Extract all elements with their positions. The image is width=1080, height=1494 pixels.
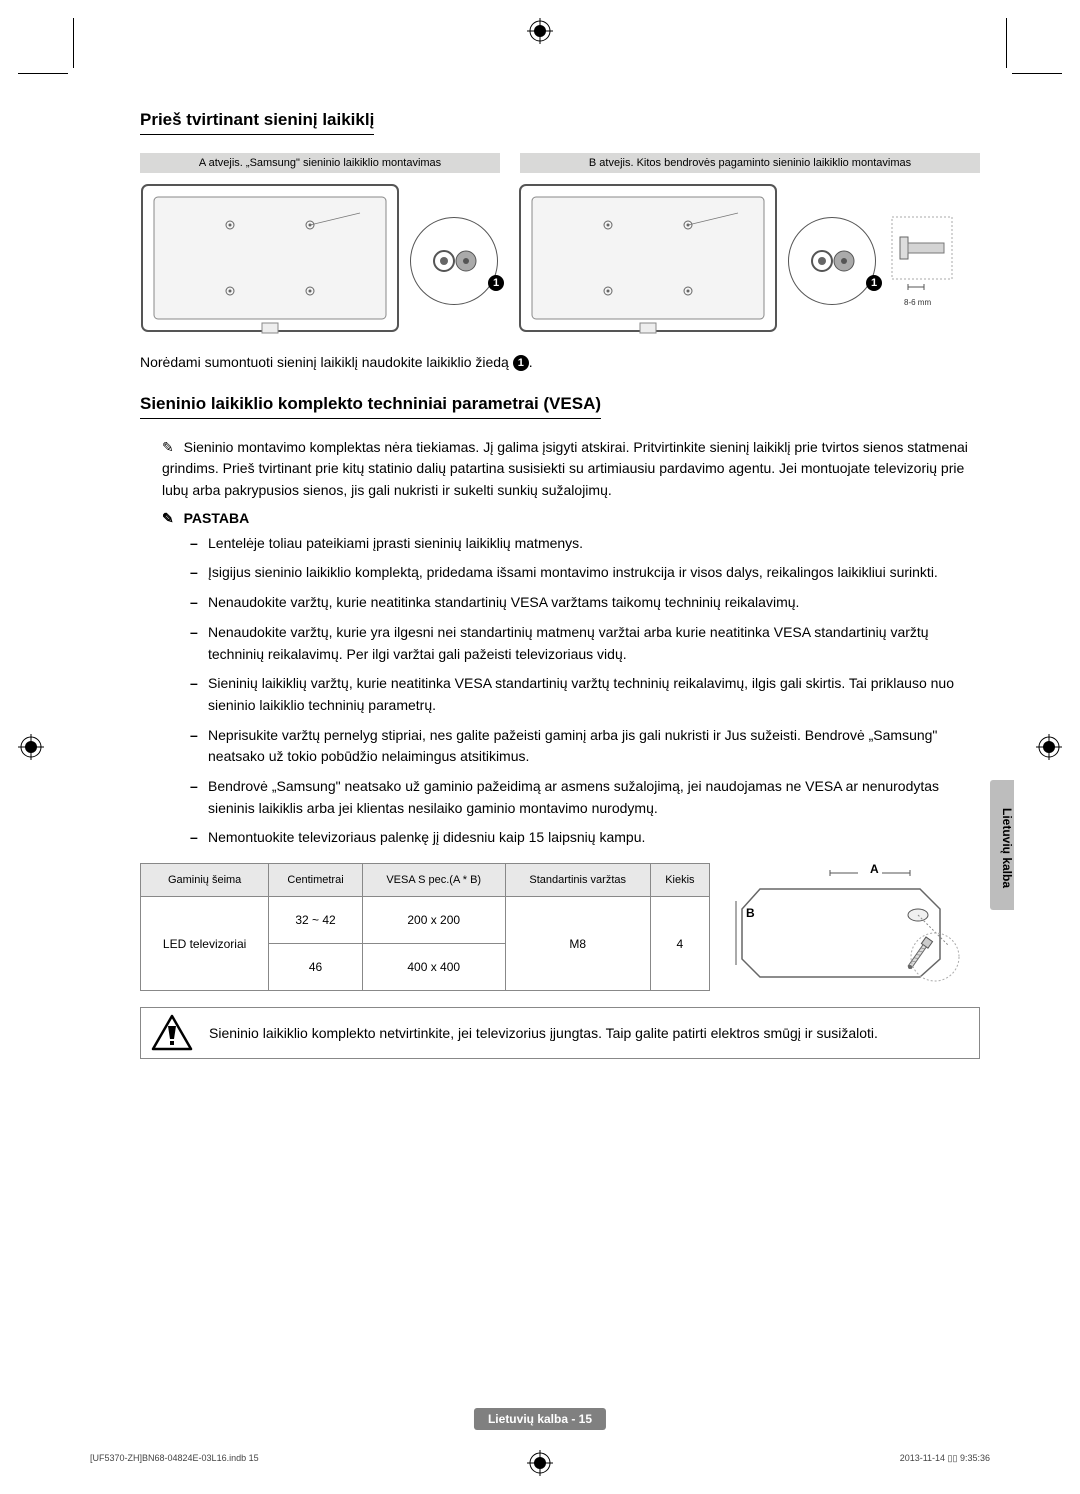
case-header-row: A atvejis. „Samsung" sieninio laikiklio … [140, 153, 980, 173]
badge-1-a: 1 [488, 275, 504, 291]
svg-text:A: A [870, 862, 879, 876]
page-content: Prieš tvirtinant sieninį laikiklį A atve… [0, 0, 1080, 1119]
heading-before-mount: Prieš tvirtinant sieninį laikiklį [140, 110, 374, 135]
th-family: Gaminių šeima [141, 864, 269, 897]
under-diagram-text: Norėdami sumontuoti sieninį laikiklį nau… [140, 352, 980, 374]
th-cm: Centimetrai [269, 864, 363, 897]
warning-icon [151, 1014, 193, 1052]
spec-table-row: Gaminių šeima Centimetrai VESA S pec.(A … [140, 857, 980, 991]
th-qty: Kiekis [650, 864, 709, 897]
cell-vesa: 400 x 400 [362, 944, 505, 991]
list-item: Nemontuokite televizoriaus palenkę jį di… [190, 827, 980, 849]
cell-screw: M8 [505, 897, 650, 991]
zoom-circle-b [788, 217, 876, 305]
list-item: Nenaudokite varžtų, kurie yra ilgesni ne… [190, 622, 980, 665]
notes-list: Lentelėje toliau pateikiami įprasti sien… [140, 533, 980, 849]
print-left: [UF5370-ZH]BN68-04824E-03L16.indb 15 [90, 1453, 259, 1464]
tv-diagram-b [518, 183, 778, 338]
cell-cm: 32 ~ 42 [269, 897, 363, 944]
mounting-diagrams: 1 [140, 183, 980, 338]
bracket-dim-label: 8-6 mm [904, 298, 931, 307]
svg-text:B: B [746, 906, 755, 920]
screw-bracket-diagram: 8-6 mm [886, 215, 958, 307]
badge-1-b: 1 [866, 275, 882, 291]
print-footer: [UF5370-ZH]BN68-04824E-03L16.indb 15 201… [90, 1453, 990, 1464]
list-item: Neprisukite varžtų pernelyg stipriai, ne… [190, 725, 980, 768]
list-item: Lentelėje toliau pateikiami įprasti sien… [190, 533, 980, 555]
pastaba-heading: PASTABA [140, 510, 980, 527]
cell-qty: 4 [650, 897, 709, 991]
list-item: Bendrovė „Samsung" neatsako už gaminio p… [190, 776, 980, 819]
pastaba-label: PASTABA [184, 510, 250, 526]
th-screw: Standartinis varžtas [505, 864, 650, 897]
bolt-illustration: A B [730, 859, 960, 989]
under-diagram-copy: Norėdami sumontuoti sieninį laikiklį nau… [140, 354, 509, 370]
main-note-text: Sieninio montavimo komplektas nėra tieki… [162, 439, 968, 498]
list-item: Nenaudokite varžtų, kurie neatitinka sta… [190, 592, 980, 614]
tv-diagram-a [140, 183, 400, 338]
vesa-spec-table: Gaminių šeima Centimetrai VESA S pec.(A … [140, 863, 710, 991]
table-row: LED televizoriai 32 ~ 42 200 x 200 M8 4 [141, 897, 710, 944]
th-vesa: VESA S pec.(A * B) [362, 864, 505, 897]
cell-vesa: 200 x 200 [362, 897, 505, 944]
list-item: Sieninių laikiklių varžtų, kurie neatiti… [190, 673, 980, 716]
case-a-header: A atvejis. „Samsung" sieninio laikiklio … [140, 153, 500, 173]
cell-family: LED televizoriai [141, 897, 269, 991]
case-b-header: B atvejis. Kitos bendrovės pagaminto sie… [520, 153, 980, 173]
page-footer: Lietuvių kalba - 15 [474, 1408, 606, 1430]
warning-text: Sieninio laikiklio komplekto netvirtinki… [209, 1023, 878, 1044]
zoom-circle-a [410, 217, 498, 305]
main-note-paragraph: Sieninio montavimo komplektas nėra tieki… [140, 437, 980, 502]
print-right: 2013-11-14 ▯▯ 9:35:36 [900, 1453, 990, 1464]
list-item: Įsigijus sieninio laikiklio komplektą, p… [190, 562, 980, 584]
cell-cm: 46 [269, 944, 363, 991]
heading-vesa-spec: Sieninio laikiklio komplekto techniniai … [140, 394, 601, 419]
warning-box: Sieninio laikiklio komplekto netvirtinki… [140, 1007, 980, 1059]
badge-inline: 1 [513, 355, 529, 371]
